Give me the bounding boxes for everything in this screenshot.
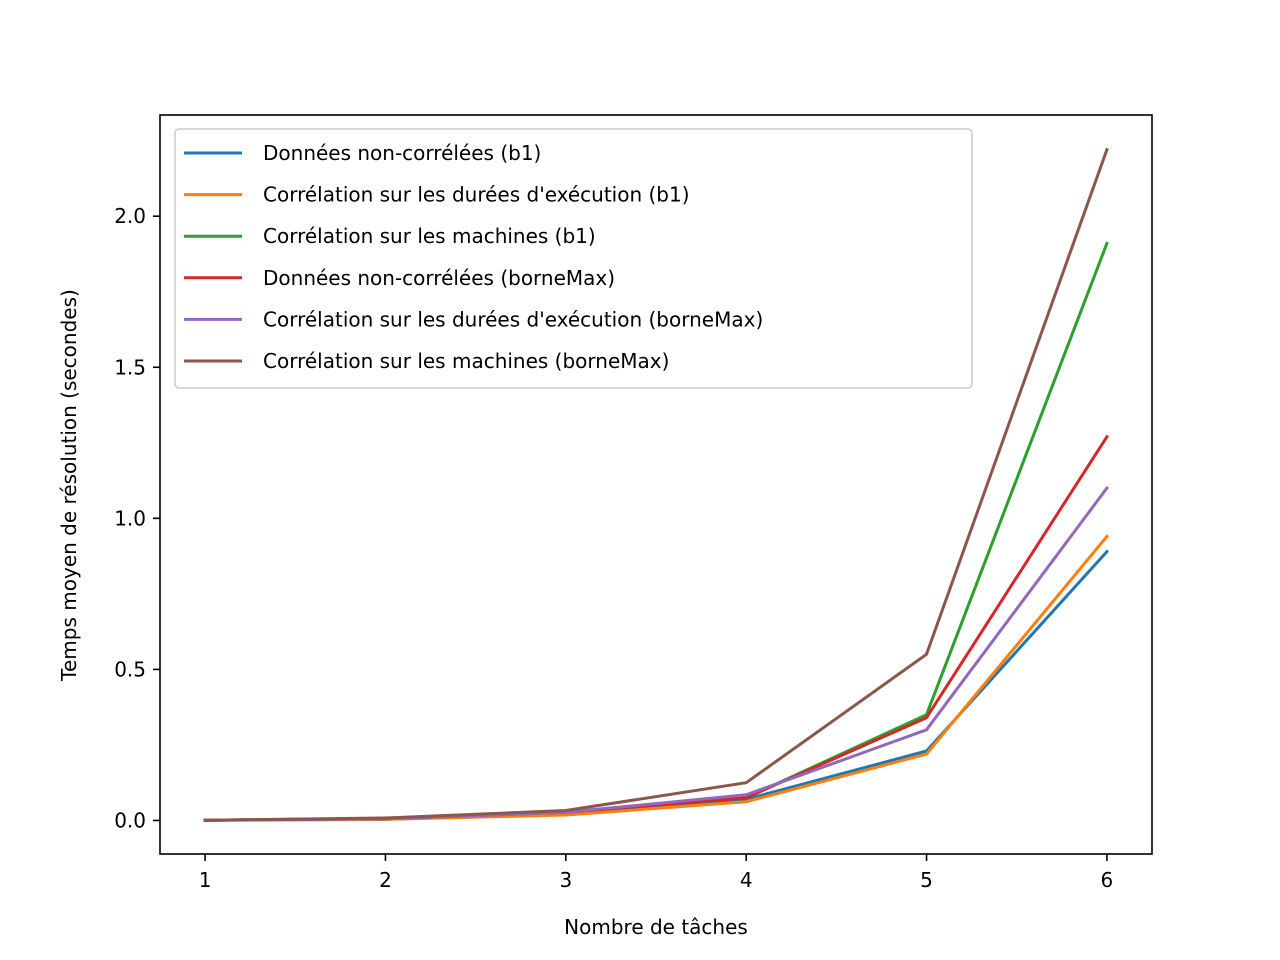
legend-label: Corrélation sur les durées d'exécution (… [263,183,690,207]
y-axis: 0.0 0.5 1.0 1.5 2.0 [114,204,160,832]
legend-label: Corrélation sur les machines (borneMax) [263,349,669,373]
series-line-6 [203,147,1109,822]
y-tick-label: 1.0 [114,506,146,530]
series-layer [203,147,1110,822]
legend-label: Corrélation sur les machines (b1) [263,224,596,248]
legend-label: Données non-corrélées (b1) [263,141,541,165]
y-tick-label: 0.0 [114,808,146,832]
x-tick-label: 3 [559,868,572,892]
y-tick-label: 1.5 [114,355,146,379]
x-tick-label: 5 [920,868,933,892]
legend-label: Données non-corrélées (borneMax) [263,266,615,290]
y-tick-label: 0.5 [114,657,146,681]
y-axis-label: Temps moyen de résolution (secondes) [57,289,81,682]
legend-box [174,128,973,389]
x-tick-label: 4 [740,868,753,892]
x-tick-label: 2 [379,868,392,892]
y-tick-label: 2.0 [114,204,146,228]
x-tick-label: 1 [199,868,212,892]
x-axis-label: Nombre de tâches [564,915,748,939]
x-tick-label: 6 [1101,868,1114,892]
legend: Données non-corrélées (b1) Corrélation su… [174,128,973,389]
x-axis: 1 2 3 4 5 6 [199,854,1114,892]
plot-frame [159,114,1153,855]
legend-label: Corrélation sur les durées d'exécution (… [263,307,763,331]
